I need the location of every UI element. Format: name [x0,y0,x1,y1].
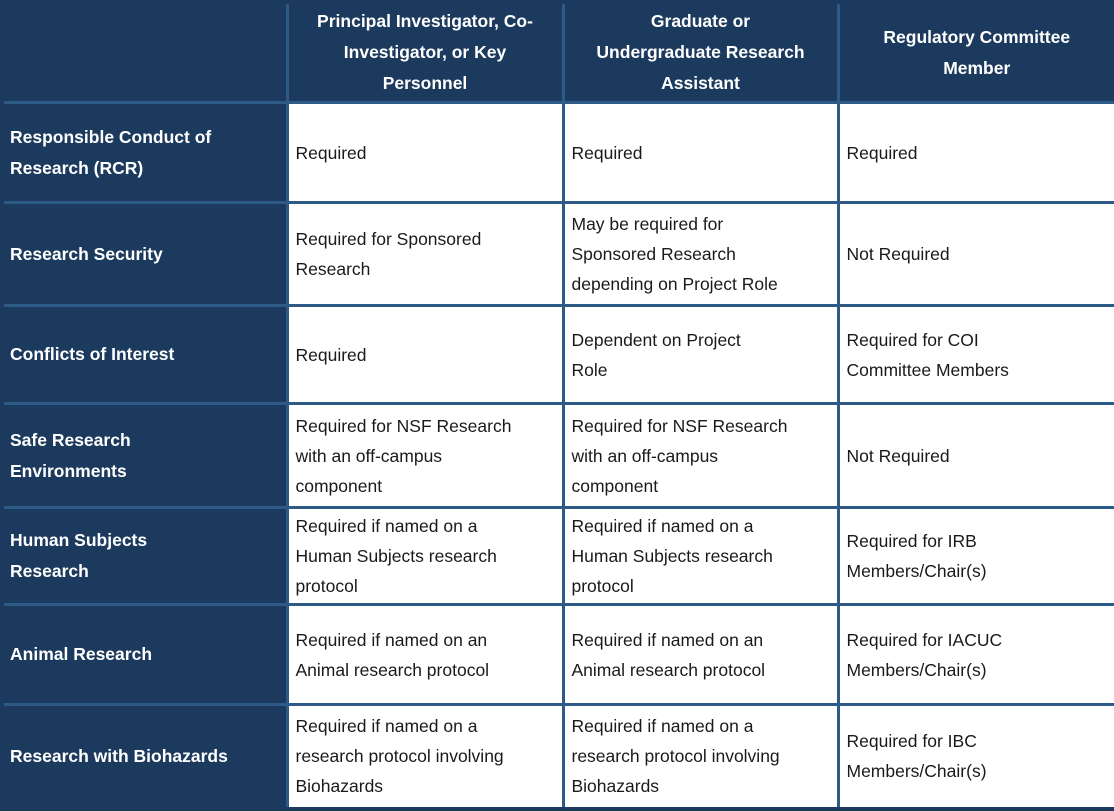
table-row: Research Security Required for Sponsored… [0,201,1114,307]
table-row: Human Subjects Research Required if name… [0,506,1114,606]
table-cell: Required for Sponsored Research [285,201,565,307]
table-cell: Not Required [836,402,1114,509]
row-header-human-subjects-research: Human Subjects Research [0,506,289,606]
table-cell: Required if named on a Human Subjects re… [561,506,840,606]
table-row: Responsible Conduct of Research (RCR) Re… [0,101,1114,204]
header-row: Principal Investigator, Co- Investigator… [0,0,1114,104]
table-cell: May be required for Sponsored Research d… [561,201,840,307]
row-header-safe-research-environments: Safe Research Environments [0,402,289,509]
table-cell: Required for NSF Research with an off-ca… [285,402,565,509]
row-header-conflicts-of-interest: Conflicts of Interest [0,304,289,405]
row-header-rcr: Responsible Conduct of Research (RCR) [0,101,289,204]
table-cell: Required if named on a Human Subjects re… [285,506,565,606]
table-row: Conflicts of Interest Required Dependent… [0,304,1114,405]
table-cell: Required [836,101,1114,204]
column-header-principal-investigator: Principal Investigator, Co- Investigator… [285,0,565,104]
column-header-regulatory-committee: Regulatory Committee Member [836,0,1114,104]
table-cell: Dependent on Project Role [561,304,840,405]
column-header-research-assistant: Graduate or Undergraduate Research Assis… [561,0,840,104]
table-row: Research with Biohazards Required if nam… [0,703,1114,810]
table-cell: Required for NSF Research with an off-ca… [561,402,840,509]
table-cell: Required if named on a research protocol… [285,703,565,810]
table-cell: Required for IACUC Members/Chair(s) [836,603,1114,706]
row-header-animal-research: Animal Research [0,603,289,706]
table-cell: Required [285,101,565,204]
table-row: Safe Research Environments Required for … [0,402,1114,509]
corner-cell [0,0,289,104]
table-cell: Required [285,304,565,405]
table-cell: Required [561,101,840,204]
table-cell: Required if named on an Animal research … [561,603,840,706]
table-row: Animal Research Required if named on an … [0,603,1114,706]
table-cell: Required if named on an Animal research … [285,603,565,706]
table-cell: Required for IRB Members/Chair(s) [836,506,1114,606]
row-header-research-with-biohazards: Research with Biohazards [0,703,289,810]
table-cell: Not Required [836,201,1114,307]
table-cell: Required for IBC Members/Chair(s) [836,703,1114,810]
table-cell: Required for COI Committee Members [836,304,1114,405]
row-header-research-security: Research Security [0,201,289,307]
table-cell: Required if named on a research protocol… [561,703,840,810]
